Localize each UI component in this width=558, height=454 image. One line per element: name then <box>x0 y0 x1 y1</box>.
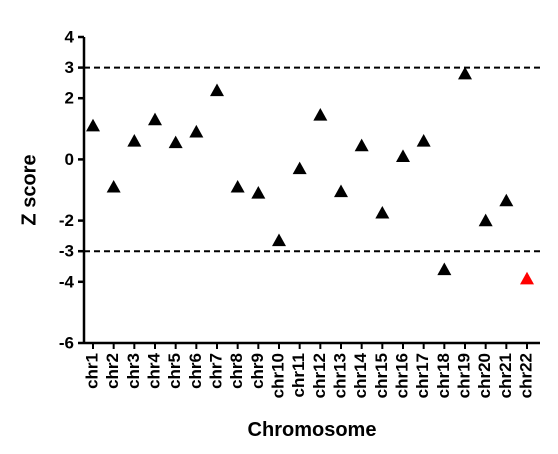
triangle-marker <box>437 262 452 276</box>
triangle-marker <box>251 186 266 199</box>
triangle-marker <box>272 233 286 247</box>
x-tick-label: chr4 <box>144 352 163 388</box>
y-tick-label: 4 <box>65 27 75 46</box>
x-tick-label: chr5 <box>165 353 184 389</box>
x-tick-label: chr16 <box>392 353 411 398</box>
x-tick-label: chr8 <box>227 353 246 389</box>
triangle-marker <box>499 193 514 207</box>
triangle-marker <box>210 83 224 97</box>
y-tick-label: 0 <box>65 150 74 169</box>
triangle-marker <box>230 179 245 193</box>
x-tick-label: chr11 <box>289 353 308 397</box>
triangle-marker <box>478 213 493 227</box>
x-tick-label: chr3 <box>124 353 143 389</box>
triangle-marker <box>189 124 204 138</box>
triangle-marker <box>458 66 472 80</box>
x-axis-title: Chromosome <box>248 419 377 441</box>
y-tick-label: -2 <box>59 211 74 230</box>
y-axis-title: Z score <box>18 154 40 225</box>
x-tick-label: chr19 <box>454 353 473 398</box>
triangle-marker <box>396 149 410 162</box>
triangle-marker <box>86 118 100 132</box>
x-tick-label: chr6 <box>186 353 205 389</box>
triangle-marker <box>520 271 534 285</box>
x-tick-label: chr2 <box>103 353 122 389</box>
y-tick-label: 2 <box>65 89 74 108</box>
triangle-marker <box>168 135 183 149</box>
x-tick-label: chr22 <box>516 353 535 398</box>
triangle-marker <box>375 205 390 219</box>
x-tick-label: chr1 <box>82 353 101 389</box>
x-tick-label: chr21 <box>496 353 515 398</box>
x-tick-label: chr10 <box>268 353 287 398</box>
triangle-marker <box>127 134 142 147</box>
x-tick-label: chr12 <box>310 353 329 398</box>
triangle-marker <box>106 179 121 193</box>
x-tick-label: chr15 <box>372 353 391 398</box>
y-tick-label: -3 <box>59 242 74 261</box>
x-tick-label: chr9 <box>248 353 267 389</box>
x-tick-label: chr18 <box>434 353 453 398</box>
y-tick-label: 3 <box>65 58 74 77</box>
triangle-marker <box>416 134 431 147</box>
x-tick-label: chr17 <box>413 353 432 398</box>
triangle-marker <box>354 138 369 152</box>
triangle-marker <box>148 112 162 126</box>
y-tick-label: -4 <box>59 272 75 291</box>
x-tick-label: chr13 <box>330 353 349 398</box>
triangle-marker <box>334 184 348 198</box>
triangle-marker <box>292 161 307 175</box>
x-tick-label: chr14 <box>351 352 370 398</box>
y-tick-label: -6 <box>59 333 74 352</box>
triangle-marker <box>313 108 328 121</box>
x-tick-label: chr7 <box>206 353 225 389</box>
x-tick-label: chr20 <box>475 353 494 398</box>
